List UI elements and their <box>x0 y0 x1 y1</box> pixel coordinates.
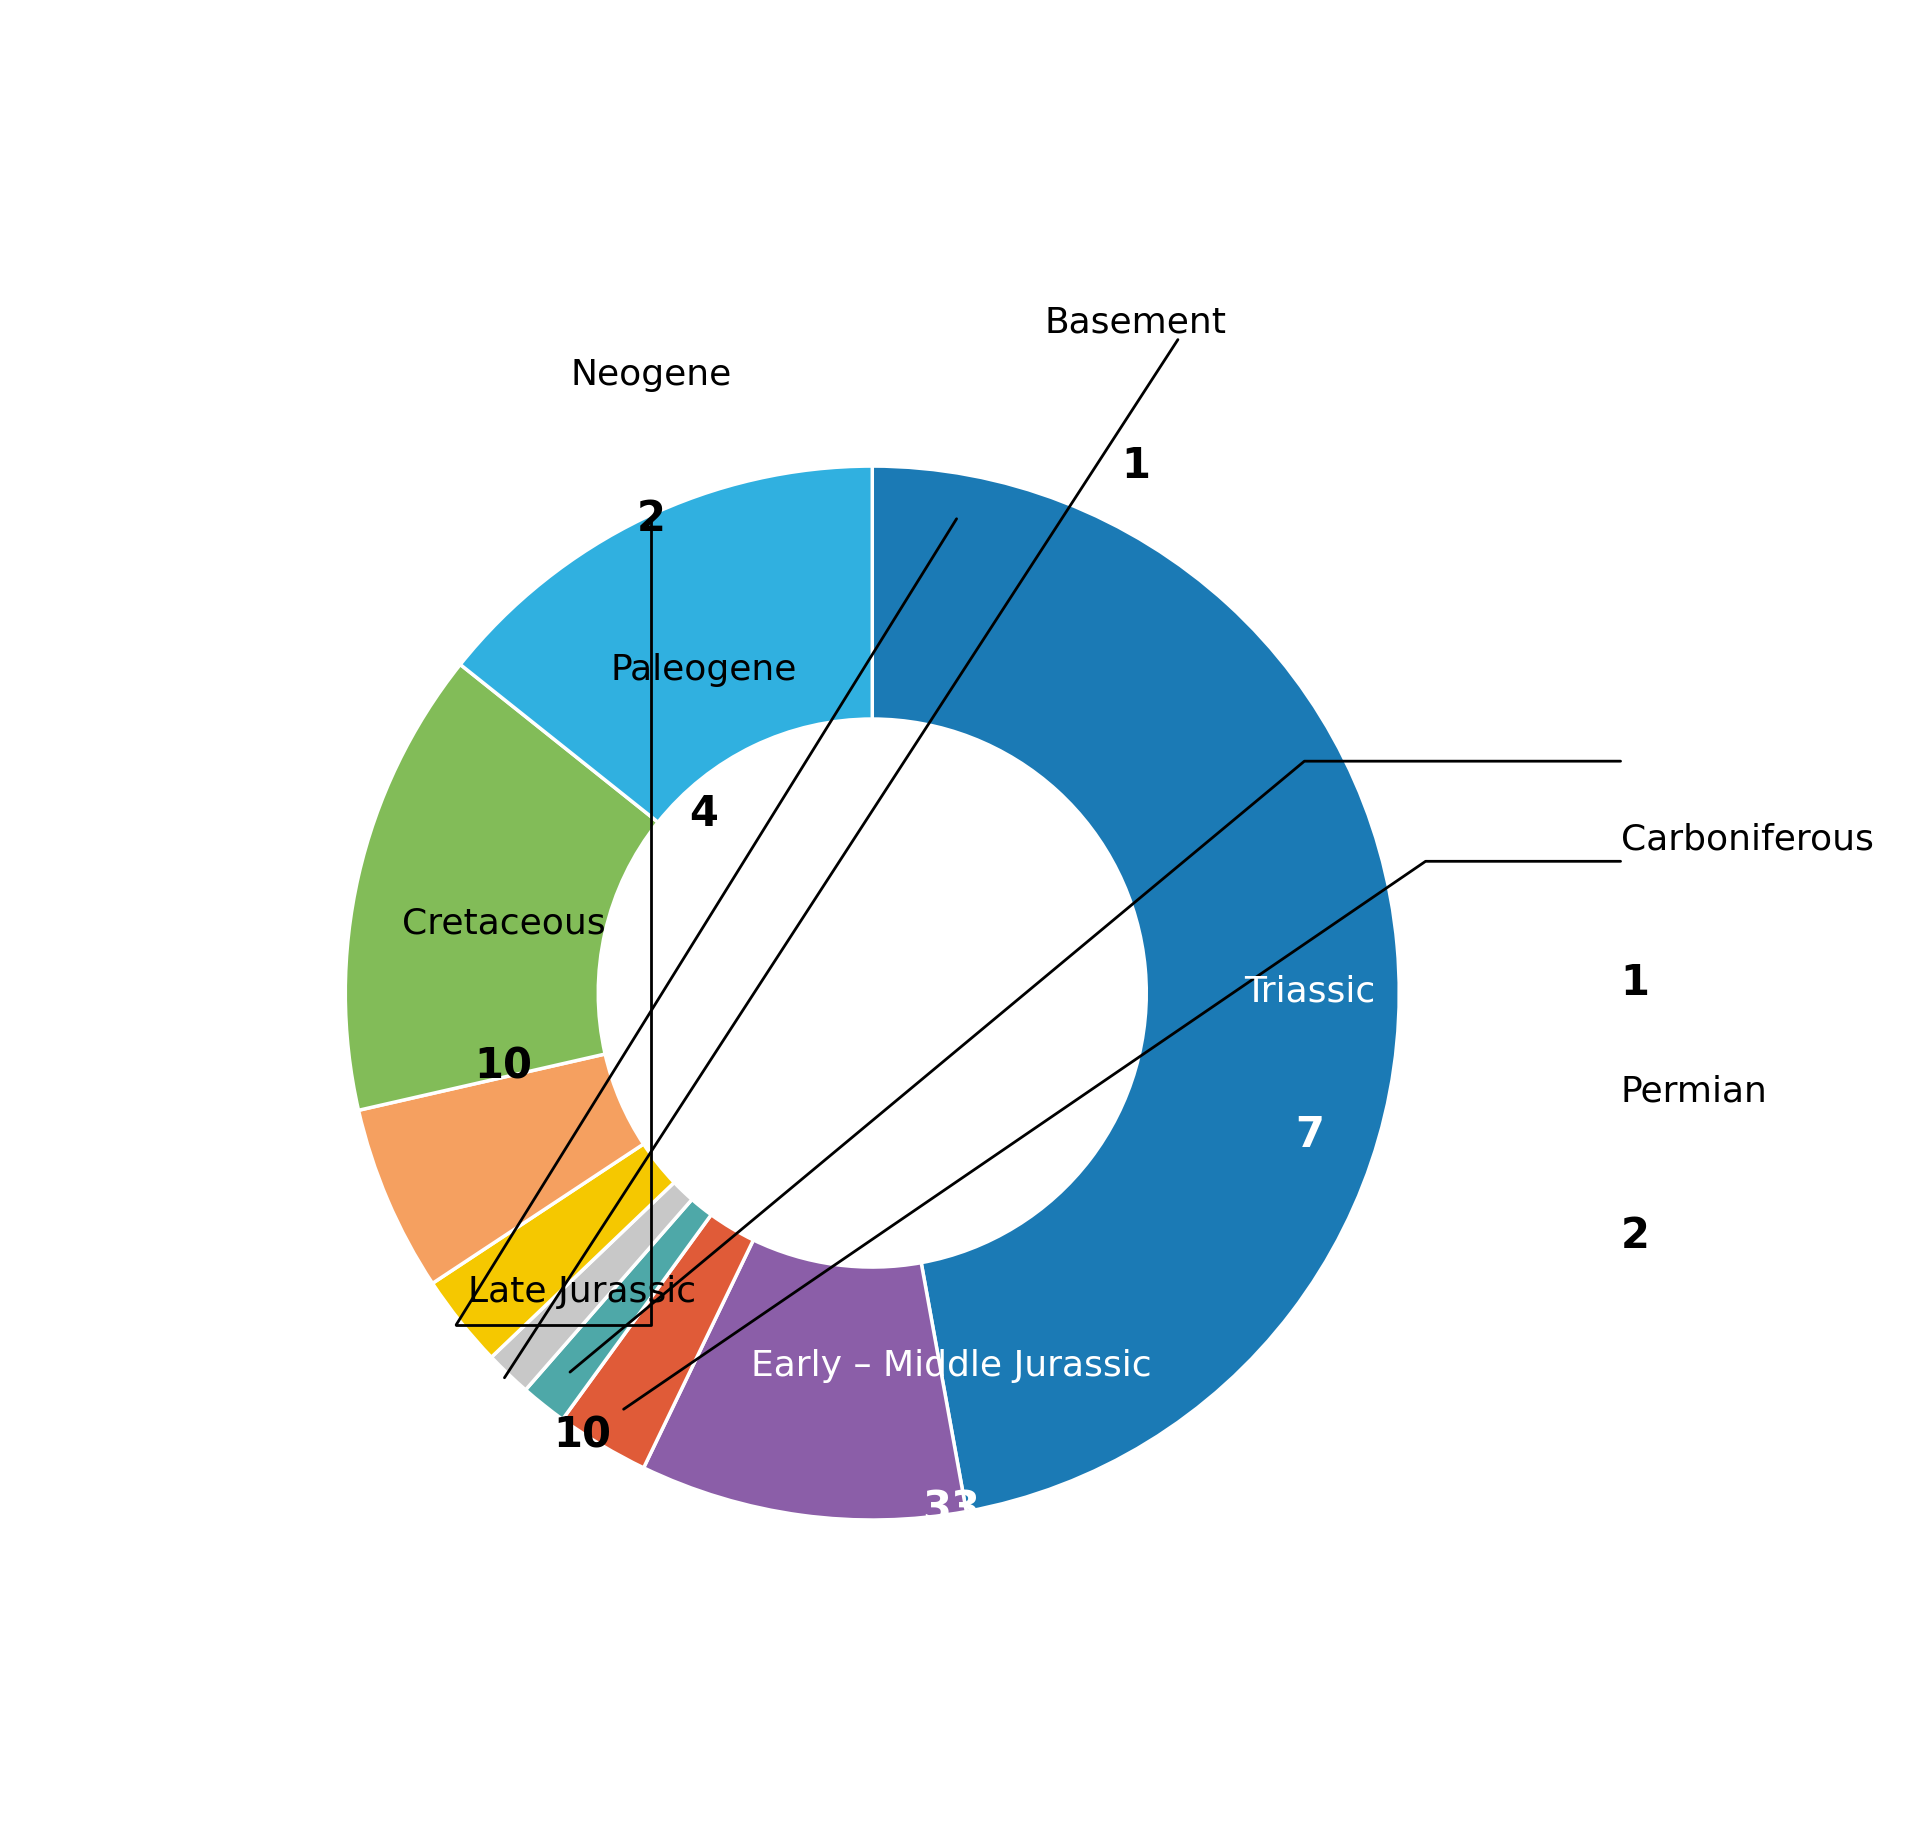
Wedge shape <box>359 1055 643 1283</box>
Text: 1: 1 <box>1620 962 1649 1004</box>
Wedge shape <box>872 466 1400 1512</box>
Text: 33: 33 <box>922 1488 981 1530</box>
Wedge shape <box>643 1239 966 1521</box>
Text: Permian: Permian <box>1620 1075 1768 1110</box>
Wedge shape <box>563 1216 753 1468</box>
Wedge shape <box>526 1199 710 1419</box>
Text: Early – Middle Jurassic: Early – Middle Jurassic <box>751 1349 1152 1384</box>
Wedge shape <box>346 665 659 1110</box>
Text: 4: 4 <box>689 793 718 835</box>
Text: Cretaceous: Cretaceous <box>401 907 605 940</box>
Text: Paleogene: Paleogene <box>611 653 797 687</box>
Text: Neogene: Neogene <box>570 358 732 393</box>
Text: 2: 2 <box>637 497 666 539</box>
Text: Late Jurassic: Late Jurassic <box>468 1276 697 1309</box>
Text: Carboniferous: Carboniferous <box>1620 823 1874 856</box>
Text: 7: 7 <box>1296 1115 1325 1157</box>
Wedge shape <box>461 466 872 823</box>
Text: 10: 10 <box>553 1415 611 1457</box>
Text: 10: 10 <box>474 1046 532 1088</box>
Wedge shape <box>432 1144 674 1356</box>
Text: Basement: Basement <box>1044 305 1227 340</box>
Text: 2: 2 <box>1620 1214 1649 1256</box>
Wedge shape <box>492 1183 691 1389</box>
Text: Triassic: Triassic <box>1244 974 1375 1009</box>
Text: 1: 1 <box>1121 446 1150 486</box>
